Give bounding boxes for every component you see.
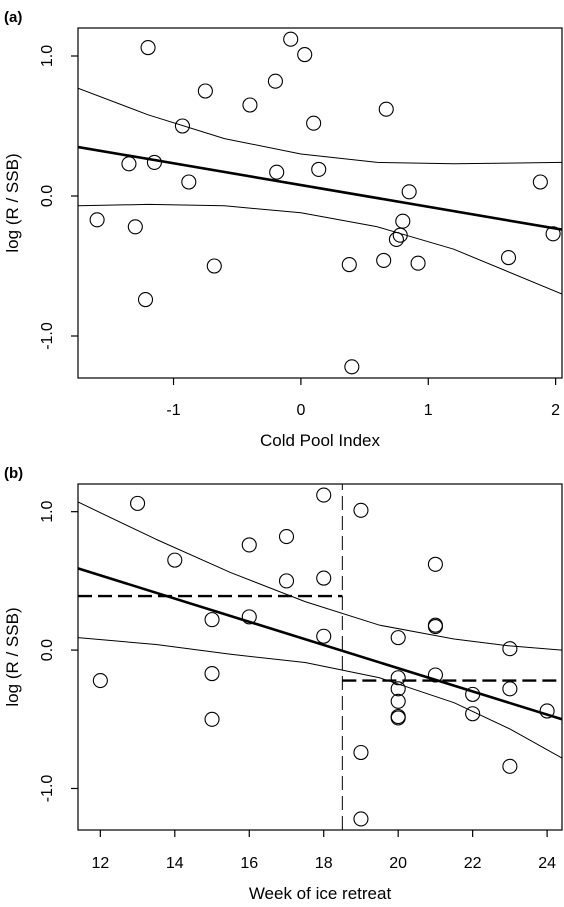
- panel-a-data-point: [341, 257, 357, 273]
- panel-b-data-point: [204, 612, 220, 628]
- panel-b-data-point: [316, 570, 332, 586]
- panel-a-y-axis-label: log (R / SSB): [3, 153, 22, 252]
- panel-a-data-point: [376, 252, 392, 268]
- panel-a-plot-frame: [77, 27, 563, 379]
- panel-b-data-point: [167, 552, 183, 568]
- panel-b-y-tick-label: -1.0: [39, 775, 56, 803]
- panel-b-data-point: [502, 641, 518, 657]
- panel-b-data-point: [427, 667, 443, 683]
- panel-a-data-point: [410, 255, 426, 271]
- panel-b-data-point: [539, 703, 555, 719]
- panel-b-plot-frame: [77, 483, 563, 831]
- panel-a-data-point: [306, 115, 322, 131]
- panel-b-data-point: [353, 744, 369, 761]
- panel-a-data-point: [146, 154, 162, 170]
- panel-b-y-tick-label: 0.0: [39, 639, 56, 661]
- panel-a-marks: -1 0 1 2 -1.0 0.0 1.0 Cold Pool Index log (R / S…: [3, 27, 563, 450]
- panel-a-data-point: [267, 73, 283, 89]
- panel-b-x-tick-label: 18: [315, 855, 333, 872]
- panel-a-y-tick-label: 1.0: [39, 45, 56, 67]
- panel-b-x-tick-label: 22: [464, 855, 482, 872]
- panel-a-y-tick-label: 0.0: [39, 185, 56, 207]
- panel-b-x-tick-label: 12: [91, 855, 109, 872]
- panel-a-letter: (a): [4, 9, 22, 26]
- panel-a-data-point: [197, 83, 213, 99]
- panel-b-data-point: [353, 811, 369, 827]
- panel-a-data-point: [181, 174, 197, 190]
- panel-a-data-point: [401, 184, 417, 200]
- panel-a-data-point: [140, 40, 156, 56]
- panel-a-x-tick-label: -1: [166, 402, 180, 419]
- panel-a-x-axis-label: Cold Pool Index: [260, 431, 381, 450]
- panel-b-data-point: [278, 529, 295, 545]
- panel-b-data-point: [465, 686, 481, 702]
- panel-b-data-point: [390, 708, 406, 725]
- panel-b-data-point: [316, 628, 332, 644]
- panel-b-lower-ci-line: [78, 637, 562, 759]
- panel-b-x-axis-label: Week of ice retreat: [249, 884, 392, 903]
- panel-a-lower-ci-line: [78, 203, 562, 295]
- panel-b-data-point: [502, 681, 518, 697]
- panel-a-data-point: [206, 258, 222, 274]
- panel-b-data-point: [390, 681, 406, 697]
- panel-a-data-point: [121, 156, 137, 172]
- panel-b: (b) 12 14 16 18 20 22 24 -1.0 0.0 1.0 Week of ice …: [3, 465, 563, 903]
- panel-b-data-point: [427, 556, 443, 572]
- panel-b-data-point: [241, 609, 257, 625]
- panel-b-data-point: [390, 630, 406, 646]
- panel-b-x-tick-label: 14: [166, 855, 184, 872]
- panel-b-data-point: [204, 666, 220, 682]
- panel-a-data-point: [89, 212, 105, 228]
- panel-a-fit-line: [78, 145, 562, 231]
- panel-b-upper-ci-line: [78, 501, 562, 651]
- panel-a-x-tick-label: 1: [424, 402, 433, 419]
- panel-a-x-tick-label: 0: [296, 402, 305, 419]
- panel-a-data-point: [269, 164, 285, 180]
- panel-b-data-point: [353, 502, 369, 518]
- panel-b-data-point: [502, 758, 518, 774]
- panel-a-data-point: [395, 213, 411, 229]
- panel-b-x-tick-label: 16: [240, 855, 258, 872]
- panel-a-data-point: [344, 359, 360, 375]
- panel-b-data-point: [465, 706, 481, 722]
- panel-b-data-point: [390, 670, 406, 686]
- panel-a-data-point: [388, 231, 404, 247]
- panel-a-data-point: [311, 161, 327, 177]
- panel-a-data-point: [137, 292, 154, 308]
- panel-b-data-point: [130, 495, 146, 511]
- panel-a-data-point: [283, 31, 299, 47]
- panel-b-fit-line: [78, 567, 562, 721]
- panel-b-y-axis-label: log (R / SSB): [3, 607, 22, 706]
- panel-b-x-tick-label: 24: [538, 855, 556, 872]
- panel-b-x-tick-label: 20: [389, 855, 407, 872]
- panel-b-letter: (b): [4, 465, 23, 482]
- panel-a: (a) -1 0 1 2 -1.0 0.0 1.0 Cold Pool Index log (R…: [3, 9, 563, 450]
- panel-a-upper-ci-line: [78, 87, 562, 165]
- panel-a-data-point: [378, 101, 394, 117]
- panel-b-y-tick-label: 1.0: [39, 500, 56, 522]
- panel-b-data-point: [92, 672, 108, 689]
- panel-a-data-point: [545, 226, 561, 242]
- panel-a-data-point: [500, 250, 517, 266]
- panel-b-data-point: [390, 710, 406, 726]
- panel-b-data-point: [241, 537, 257, 553]
- panel-b-data-point: [204, 711, 220, 727]
- panel-a-data-point: [174, 118, 190, 134]
- panel-a-data-point: [532, 174, 548, 190]
- panel-a-y-tick-label: -1.0: [39, 322, 56, 350]
- panel-a-data-point: [242, 97, 258, 113]
- panel-b-data-point: [278, 573, 295, 589]
- panel-a-x-tick-label: 2: [551, 402, 560, 419]
- panel-a-data-point: [297, 47, 313, 63]
- panel-b-marks: 12 14 16 18 20 22 24 -1.0 0.0 1.0 Week of ice retr…: [3, 483, 563, 903]
- panel-b-data-point: [427, 617, 443, 633]
- panel-b-data-point: [390, 693, 406, 709]
- panel-b-data-point: [427, 619, 443, 635]
- panel-b-data-point: [316, 487, 332, 503]
- panel-a-data-point: [127, 219, 143, 235]
